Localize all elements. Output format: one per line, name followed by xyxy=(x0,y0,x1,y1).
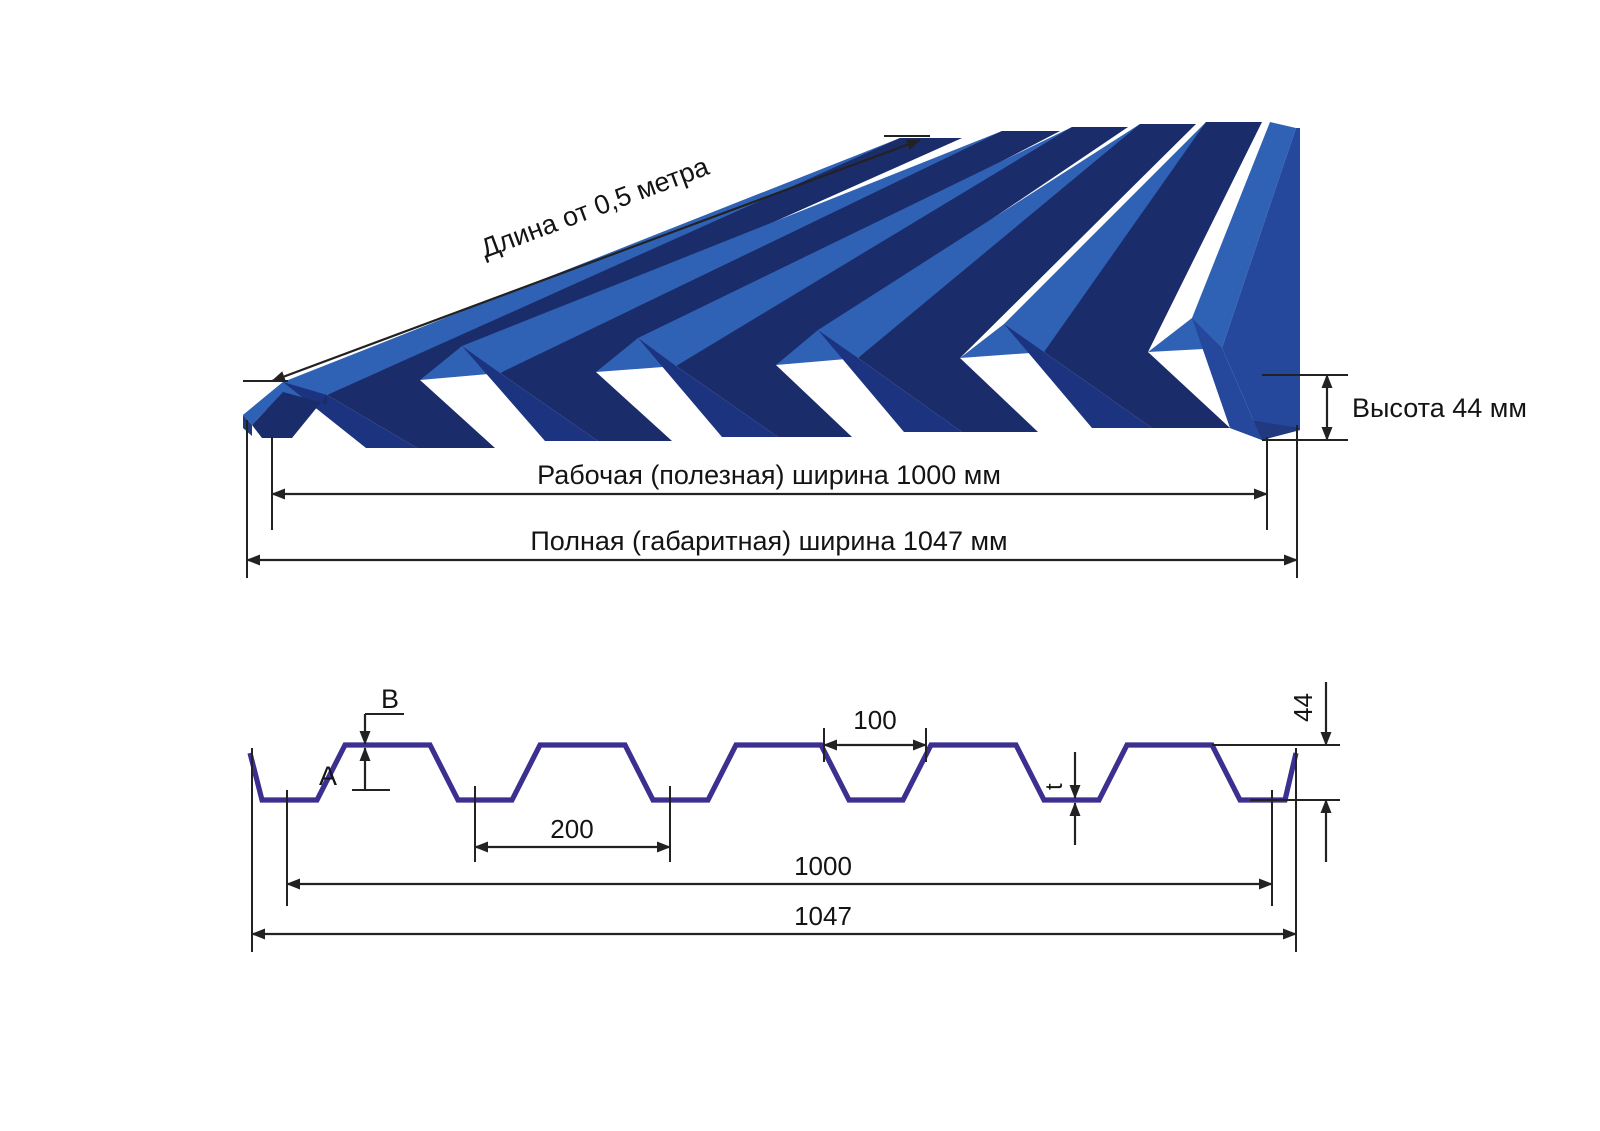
profile-outline xyxy=(247,742,1299,803)
section-overall-width-label: 1047 xyxy=(794,901,852,931)
section-height-dimension: 44 xyxy=(1212,682,1340,862)
marker-b: B xyxy=(359,684,404,745)
marker-a: A xyxy=(319,747,390,791)
thickness-marker: t xyxy=(1041,752,1081,845)
overall-width-label: Полная (габаритная) ширина 1047 мм xyxy=(530,526,1007,556)
valley-width-label: 100 xyxy=(853,705,896,735)
section-overall-width-dimension: 1047 xyxy=(251,748,1297,952)
pitch-label: 200 xyxy=(550,814,593,844)
height-label: Высота 44 мм xyxy=(1352,393,1527,423)
working-width-dimension: Рабочая (полезная) ширина 1000 мм xyxy=(271,437,1268,530)
cross-section-view: B A 200 100 t xyxy=(247,682,1340,952)
marker-a-label: A xyxy=(319,761,337,791)
section-working-width-dimension: 1000 xyxy=(286,790,1273,906)
thickness-label: t xyxy=(1041,783,1068,790)
sheet-rib-group xyxy=(243,122,1300,448)
overall-width-dimension: Полная (габаритная) ширина 1047 мм xyxy=(246,420,1298,578)
height-dimension: Высота 44 мм xyxy=(1262,374,1527,441)
section-working-width-label: 1000 xyxy=(794,851,852,881)
marker-b-label: B xyxy=(381,684,399,714)
working-width-label: Рабочая (полезная) ширина 1000 мм xyxy=(537,460,1001,490)
section-height-label: 44 xyxy=(1288,693,1318,722)
perspective-sheet: Длина от 0,5 метра Высота 44 мм Рабочая … xyxy=(243,122,1527,578)
pitch-dimension: 200 xyxy=(474,786,671,862)
valley-width-dimension: 100 xyxy=(823,705,927,762)
